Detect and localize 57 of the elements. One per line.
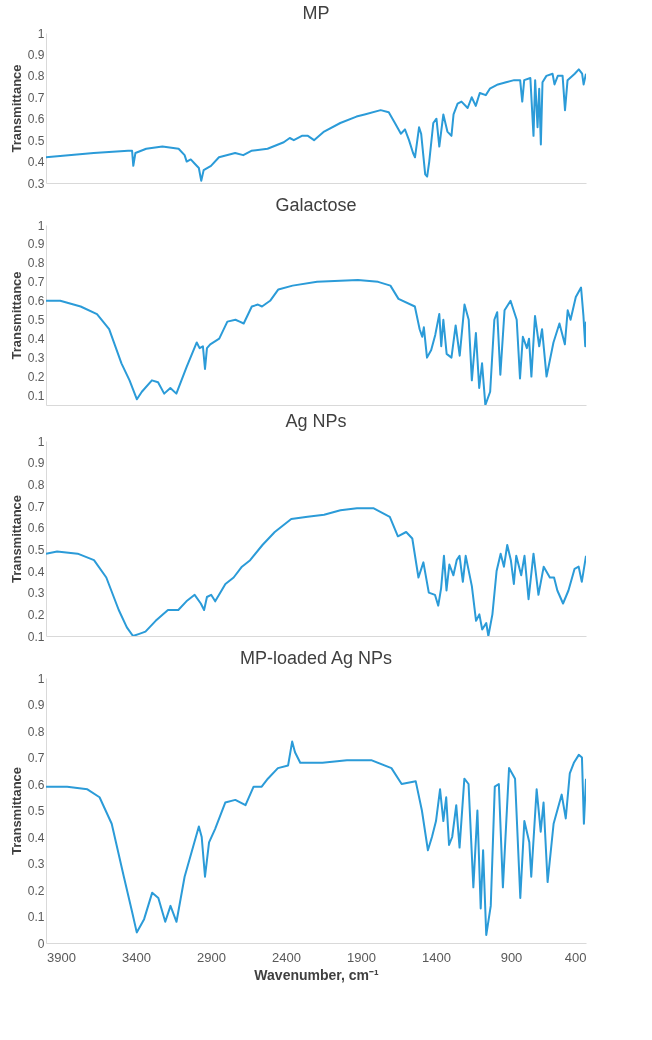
y-tick-label: 0.5	[27, 804, 45, 818]
y-tick-label: 0.6	[27, 294, 45, 309]
y-tick-label: 0.7	[27, 499, 45, 514]
x-tick-label: 1400	[422, 949, 451, 965]
y-tick-label: 0.2	[27, 370, 45, 385]
y-tick-label: 0.9	[27, 237, 45, 252]
y-tick-label: 0.9	[27, 456, 45, 471]
y-tick-label: 0.3	[27, 351, 45, 366]
chart-title: MP-loaded Ag NPs	[239, 648, 393, 668]
chart-title: MP	[302, 3, 330, 23]
y-axis-title: Transmittance	[8, 494, 24, 584]
chart-title: Ag NPs	[285, 411, 347, 431]
y-tick-label: 0.8	[27, 477, 45, 492]
y-tick-label: 0.4	[27, 332, 45, 347]
y-axis-title: Transmittance	[8, 64, 24, 153]
y-tick-label: 0.1	[27, 629, 45, 644]
line-series	[46, 740, 586, 937]
y-axis-title: Transmittance	[8, 766, 24, 856]
y-tick-label: 0.8	[27, 724, 45, 739]
y-tick-label: 0	[37, 936, 45, 951]
y-tick-label: 0.8	[27, 256, 45, 271]
y-tick-label: 0.3	[27, 857, 45, 871]
x-tick-label: 1900	[347, 949, 376, 965]
y-tick-label: 0.3	[27, 586, 45, 601]
y-tick-label: 0.7	[27, 90, 45, 105]
y-tick-label: 0.7	[27, 275, 45, 290]
y-tick-label: 0.7	[27, 751, 45, 765]
x-axis-title: Wavenumber, cm⁻¹	[254, 966, 379, 983]
y-tick-label: 0.2	[27, 883, 45, 898]
y-tick-label: 0.4	[27, 155, 45, 170]
y-tick-label: 0.5	[27, 313, 45, 328]
chart-title: Galactose	[275, 195, 357, 215]
x-tick-label: 2900	[197, 949, 226, 965]
y-tick-label: 0.9	[27, 698, 45, 712]
y-tick-label: 0.4	[27, 564, 45, 579]
y-tick-label: 0.2	[27, 607, 45, 622]
y-tick-label: 1	[37, 218, 45, 233]
x-tick-label: 400	[564, 949, 587, 965]
x-tick-label: 3400	[122, 949, 151, 965]
y-tick-label: 0.6	[27, 777, 45, 792]
x-tick-label: 900	[500, 949, 523, 965]
y-tick-label: 0.6	[27, 521, 45, 536]
y-tick-label: 0.1	[27, 389, 45, 404]
y-tick-label: 0.1	[27, 910, 45, 924]
y-tick-label: 1	[37, 434, 45, 449]
y-axis-title: Transmittance	[8, 271, 24, 360]
y-tick-label: 1	[37, 26, 45, 41]
y-tick-label: 0.9	[27, 47, 45, 62]
x-tick-label: 3900	[47, 949, 76, 965]
x-tick-label: 2400	[272, 949, 301, 965]
y-tick-label: 0.6	[27, 112, 45, 127]
y-tick-label: 0.5	[27, 542, 45, 557]
y-tick-label: 1	[37, 671, 45, 686]
y-tick-label: 0.4	[27, 830, 45, 845]
y-tick-label: 0.3	[27, 176, 45, 191]
y-tick-label: 0.5	[27, 133, 45, 148]
y-tick-label: 0.8	[27, 69, 45, 84]
